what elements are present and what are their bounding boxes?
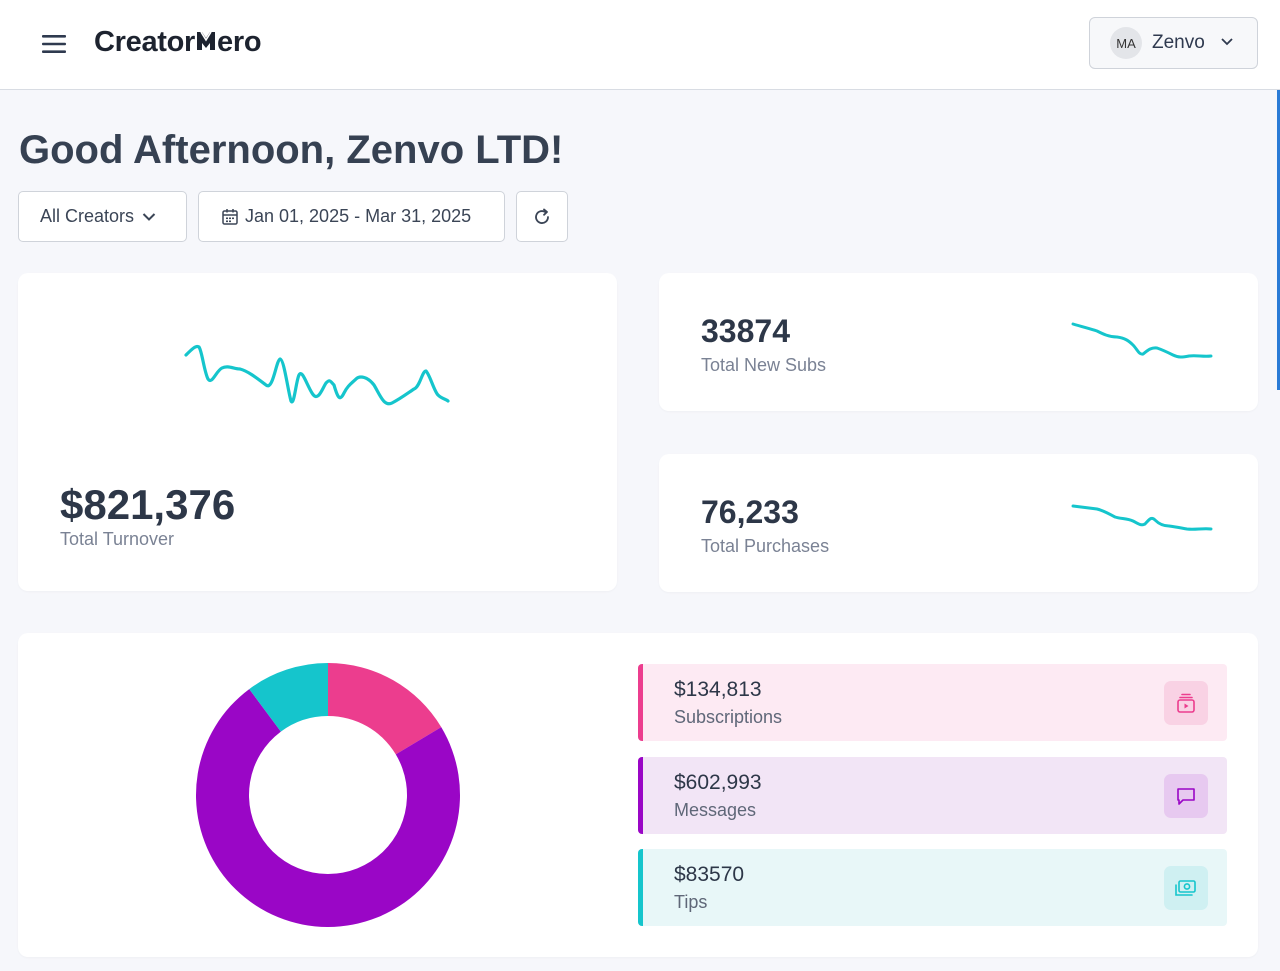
purchases-label: Total Purchases	[701, 536, 830, 556]
tips-value: $83570	[674, 863, 745, 886]
page-title: Good Afternoon, Zenvo LTD!	[19, 128, 564, 172]
logo-text-ero: ero	[217, 26, 262, 58]
creators-filter-dropdown[interactable]: All Creators	[18, 191, 187, 242]
account-menu-button[interactable]: MA Zenvo	[1089, 17, 1258, 69]
donut-slice-subscriptions[interactable]	[328, 663, 442, 755]
logo[interactable]: Creator ero	[94, 26, 262, 59]
turnover-card: $821,376 Total Turnover	[18, 273, 617, 591]
subscription-icon	[1164, 681, 1208, 725]
purchases-value: 76,233	[701, 494, 799, 530]
scrollbar[interactable]	[1277, 90, 1280, 390]
new-subs-label: Total New Subs	[701, 355, 827, 375]
donut-slice-tips[interactable]	[249, 663, 328, 732]
turnover-label: Total Turnover	[60, 529, 175, 549]
chevron-down-icon	[142, 212, 156, 221]
menu-icon[interactable]	[38, 30, 70, 58]
messages-label: Messages	[674, 800, 757, 820]
money-icon	[1164, 866, 1208, 910]
tips-breakdown-item[interactable]: $83570 Tips	[638, 849, 1227, 926]
messages-value: $602,993	[674, 771, 762, 794]
date-range-label: Jan 01, 2025 - Mar 31, 2025	[245, 206, 472, 226]
subscriptions-value: $134,813	[674, 678, 762, 701]
tips-label: Tips	[674, 892, 708, 912]
subscriptions-label: Subscriptions	[674, 707, 783, 727]
turnover-sparkline	[184, 344, 450, 406]
creators-filter-label: All Creators	[40, 206, 135, 226]
refresh-icon	[535, 208, 549, 224]
revenue-breakdown-card: $134,813 Subscriptions $602,993 Messages…	[18, 633, 1258, 957]
logo-h-mark-icon	[195, 26, 217, 59]
new-subs-value: 33874	[701, 313, 790, 349]
refresh-button[interactable]	[516, 191, 568, 242]
top-header: Creator ero MA Zenvo	[0, 0, 1280, 90]
purchases-sparkline	[1071, 504, 1213, 531]
donut-slice-messages[interactable]	[196, 689, 460, 927]
messages-breakdown-item[interactable]: $602,993 Messages	[638, 757, 1227, 834]
purchases-card: 76,233 Total Purchases	[659, 454, 1258, 592]
account-name: Zenvo	[1152, 32, 1205, 53]
revenue-donut-chart	[196, 663, 460, 927]
calendar-icon	[222, 208, 238, 225]
new-subs-sparkline	[1071, 322, 1213, 359]
chevron-down-icon	[1221, 38, 1233, 46]
message-icon	[1164, 774, 1208, 818]
new-subs-card: 33874 Total New Subs	[659, 273, 1258, 411]
turnover-value: $821,376	[60, 481, 236, 528]
subscriptions-breakdown-item[interactable]: $134,813 Subscriptions	[638, 664, 1227, 741]
avatar: MA	[1110, 27, 1142, 59]
date-range-picker[interactable]: Jan 01, 2025 - Mar 31, 2025	[198, 191, 505, 242]
logo-text-creator: Creator	[94, 26, 196, 58]
